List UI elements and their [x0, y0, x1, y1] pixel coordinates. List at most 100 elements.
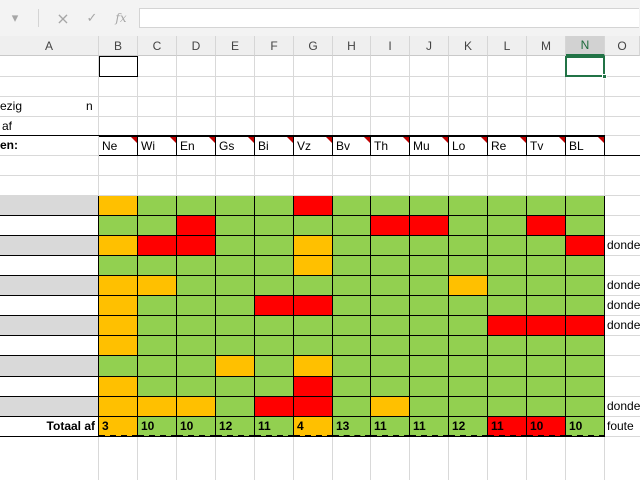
status-cell[interactable]: [410, 397, 449, 417]
status-cell[interactable]: [410, 216, 449, 236]
status-cell[interactable]: [488, 276, 527, 296]
comment-indicator-icon[interactable]: [170, 137, 176, 143]
comment-indicator-icon[interactable]: [403, 137, 409, 143]
enter-icon[interactable]: ✓: [86, 10, 98, 26]
status-cell[interactable]: [566, 356, 605, 377]
status-cell[interactable]: [177, 336, 216, 356]
status-cell[interactable]: [488, 196, 527, 216]
status-cell[interactable]: [527, 296, 566, 316]
column-header-m[interactable]: M: [527, 36, 566, 56]
status-cell[interactable]: [216, 316, 255, 336]
status-cell[interactable]: [410, 356, 449, 377]
status-cell[interactable]: [566, 296, 605, 316]
status-cell[interactable]: [410, 377, 449, 397]
status-cell[interactable]: [255, 256, 294, 276]
status-cell[interactable]: [294, 397, 333, 417]
status-cell[interactable]: [566, 216, 605, 236]
column-header-l[interactable]: L: [488, 36, 527, 56]
column-header-o[interactable]: O: [605, 36, 640, 56]
column-header-n[interactable]: N: [566, 36, 605, 56]
status-cell[interactable]: [410, 256, 449, 276]
status-cell[interactable]: [527, 196, 566, 216]
comment-indicator-icon[interactable]: [520, 137, 526, 143]
status-cell[interactable]: [333, 296, 371, 316]
status-cell[interactable]: [371, 216, 410, 236]
status-cell[interactable]: [333, 336, 371, 356]
status-cell[interactable]: [99, 336, 138, 356]
status-cell[interactable]: [177, 397, 216, 417]
status-cell[interactable]: [177, 216, 216, 236]
status-cell[interactable]: [294, 377, 333, 397]
name-box-dropdown-icon[interactable]: ▾: [11, 10, 19, 26]
status-cell[interactable]: [216, 377, 255, 397]
status-cell[interactable]: [371, 377, 410, 397]
column-header-j[interactable]: J: [410, 36, 449, 56]
column-header-f[interactable]: F: [255, 36, 294, 56]
status-cell[interactable]: [216, 196, 255, 216]
status-cell[interactable]: [333, 377, 371, 397]
status-cell[interactable]: [216, 276, 255, 296]
column-header-a[interactable]: A: [0, 36, 99, 56]
status-cell[interactable]: [138, 316, 177, 336]
status-cell[interactable]: [371, 336, 410, 356]
status-cell[interactable]: [527, 356, 566, 377]
student-name-cell[interactable]: [0, 356, 99, 377]
status-cell[interactable]: [449, 316, 488, 336]
status-cell[interactable]: [99, 296, 138, 316]
status-cell[interactable]: [138, 196, 177, 216]
status-cell[interactable]: [177, 236, 216, 256]
status-cell[interactable]: [99, 236, 138, 256]
status-cell[interactable]: [99, 397, 138, 417]
status-cell[interactable]: [255, 397, 294, 417]
status-cell[interactable]: [527, 397, 566, 417]
status-cell[interactable]: [410, 276, 449, 296]
status-cell[interactable]: [488, 256, 527, 276]
column-header-d[interactable]: D: [177, 36, 216, 56]
status-cell[interactable]: [255, 336, 294, 356]
cell-b4[interactable]: [99, 56, 138, 77]
status-cell[interactable]: [449, 397, 488, 417]
status-cell[interactable]: [216, 356, 255, 377]
status-cell[interactable]: [566, 236, 605, 256]
comment-indicator-icon[interactable]: [287, 137, 293, 143]
status-cell[interactable]: [294, 216, 333, 236]
status-cell[interactable]: [177, 256, 216, 276]
insert-function-icon[interactable]: fx: [115, 11, 127, 25]
status-cell[interactable]: [177, 196, 216, 216]
status-cell[interactable]: [371, 236, 410, 256]
status-cell[interactable]: [177, 356, 216, 377]
status-cell[interactable]: [333, 216, 371, 236]
status-cell[interactable]: [566, 196, 605, 216]
status-cell[interactable]: [566, 377, 605, 397]
status-cell[interactable]: [138, 236, 177, 256]
status-cell[interactable]: [255, 236, 294, 256]
selected-cell-n4[interactable]: [565, 56, 605, 77]
status-cell[interactable]: [449, 276, 488, 296]
status-cell[interactable]: [371, 196, 410, 216]
status-cell[interactable]: [138, 356, 177, 377]
status-cell[interactable]: [138, 216, 177, 236]
comment-indicator-icon[interactable]: [326, 137, 332, 143]
status-cell[interactable]: [99, 356, 138, 377]
status-cell[interactable]: [449, 216, 488, 236]
student-name-cell[interactable]: [0, 377, 99, 397]
status-cell[interactable]: [449, 256, 488, 276]
comment-indicator-icon[interactable]: [248, 137, 254, 143]
status-cell[interactable]: [255, 377, 294, 397]
status-cell[interactable]: [527, 336, 566, 356]
status-cell[interactable]: [138, 397, 177, 417]
status-cell[interactable]: [371, 356, 410, 377]
status-cell[interactable]: [138, 377, 177, 397]
status-cell[interactable]: [566, 397, 605, 417]
status-cell[interactable]: [255, 276, 294, 296]
status-cell[interactable]: [294, 256, 333, 276]
status-cell[interactable]: [99, 216, 138, 236]
status-cell[interactable]: [371, 397, 410, 417]
status-cell[interactable]: [410, 336, 449, 356]
comment-indicator-icon[interactable]: [481, 137, 487, 143]
status-cell[interactable]: [216, 336, 255, 356]
status-cell[interactable]: [99, 316, 138, 336]
status-cell[interactable]: [333, 256, 371, 276]
status-cell[interactable]: [99, 196, 138, 216]
